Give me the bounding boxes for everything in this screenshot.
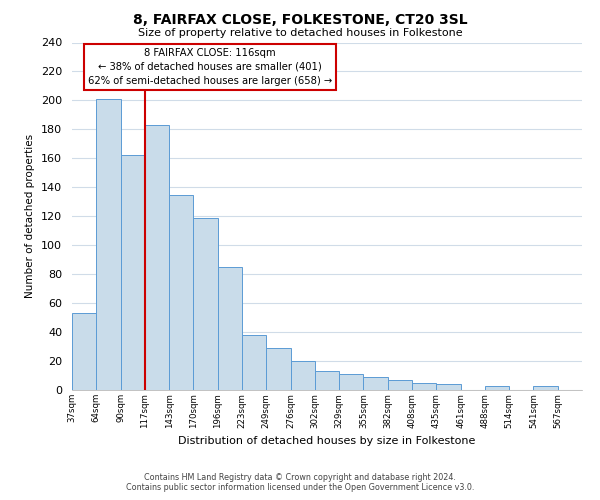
X-axis label: Distribution of detached houses by size in Folkestone: Distribution of detached houses by size … <box>178 436 476 446</box>
Bar <box>266 348 290 390</box>
Bar <box>533 386 558 390</box>
Bar <box>72 314 96 390</box>
Text: Contains HM Land Registry data © Crown copyright and database right 2024.
Contai: Contains HM Land Registry data © Crown c… <box>126 473 474 492</box>
Y-axis label: Number of detached properties: Number of detached properties <box>25 134 35 298</box>
Bar <box>485 386 509 390</box>
Bar <box>218 267 242 390</box>
Bar <box>315 371 339 390</box>
Bar <box>169 194 193 390</box>
Text: Size of property relative to detached houses in Folkestone: Size of property relative to detached ho… <box>137 28 463 38</box>
Bar <box>242 335 266 390</box>
Bar <box>193 218 218 390</box>
Text: 8, FAIRFAX CLOSE, FOLKESTONE, CT20 3SL: 8, FAIRFAX CLOSE, FOLKESTONE, CT20 3SL <box>133 12 467 26</box>
Text: 8 FAIRFAX CLOSE: 116sqm
← 38% of detached houses are smaller (401)
62% of semi-d: 8 FAIRFAX CLOSE: 116sqm ← 38% of detache… <box>88 48 332 86</box>
Bar <box>436 384 461 390</box>
Bar <box>145 125 169 390</box>
Bar <box>290 361 315 390</box>
Bar <box>364 377 388 390</box>
Bar <box>388 380 412 390</box>
Bar <box>121 156 145 390</box>
Bar <box>412 383 436 390</box>
Bar <box>96 99 121 390</box>
Bar <box>339 374 364 390</box>
